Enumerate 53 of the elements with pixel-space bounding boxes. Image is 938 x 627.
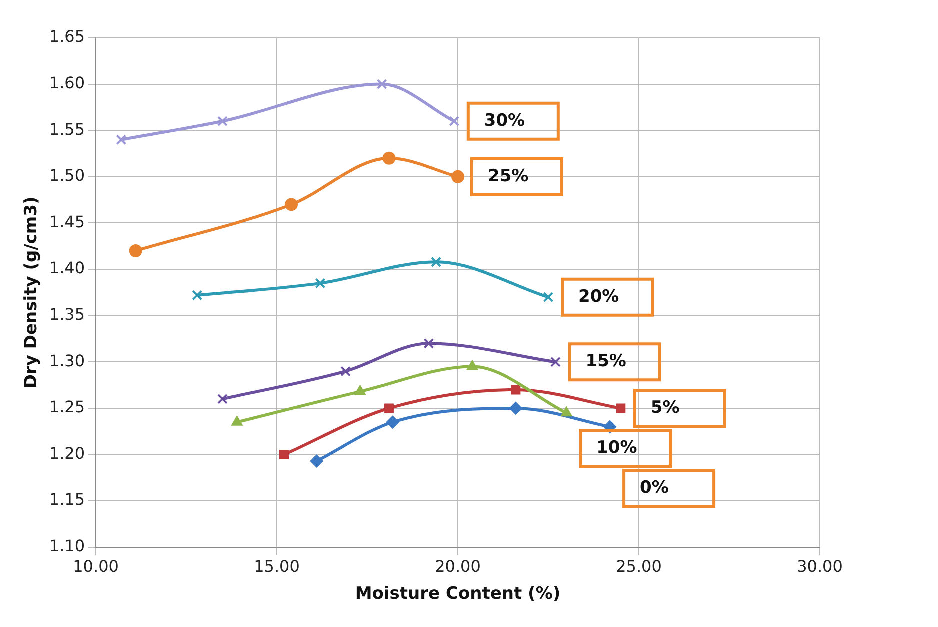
x-tick-label: 25.00 <box>616 557 662 576</box>
x-tick-label: 20.00 <box>435 557 481 576</box>
point <box>452 170 465 184</box>
series-label: 5% <box>650 398 680 418</box>
point <box>466 360 478 370</box>
y-tick-label: 1.40 <box>49 258 86 278</box>
x-axis-title: Moisture Content (%) <box>355 584 561 604</box>
point <box>340 366 352 377</box>
point <box>550 356 561 368</box>
point <box>354 385 366 396</box>
y-tick-label: 1.10 <box>49 536 86 556</box>
y-tick-label: 1.65 <box>49 27 86 46</box>
y-tick-label: 1.30 <box>49 351 86 370</box>
point <box>511 385 521 395</box>
x-tick-label: 30.00 <box>797 557 843 576</box>
point <box>382 152 396 165</box>
y-tick-label: 1.25 <box>49 398 86 417</box>
point <box>217 116 228 127</box>
point <box>192 290 203 301</box>
y-tick-label: 1.15 <box>49 490 86 510</box>
point <box>386 416 400 429</box>
y-tick-label: 1.20 <box>49 444 86 463</box>
y-tick-label: 1.35 <box>49 305 86 324</box>
series-label: 25% <box>488 166 529 186</box>
point <box>376 79 388 90</box>
y-tick-label: 1.60 <box>49 73 86 92</box>
text: 0% <box>640 478 669 498</box>
point <box>616 404 626 414</box>
point <box>384 404 394 414</box>
point <box>310 454 324 468</box>
y-axis-title: Dry Density (g/cm3) <box>22 196 42 389</box>
y-tick-label: 1.55 <box>49 120 86 139</box>
point <box>232 416 243 426</box>
point <box>543 292 554 303</box>
point <box>116 134 127 146</box>
point <box>285 198 298 212</box>
point <box>431 256 442 268</box>
series-label: 10% <box>596 438 638 458</box>
series-label: 20% <box>578 286 620 307</box>
y-tick-label: 1.50 <box>49 166 86 186</box>
point <box>217 394 228 404</box>
point <box>509 402 522 415</box>
point <box>449 116 460 127</box>
point <box>424 338 434 349</box>
series-label: 15% <box>586 352 626 372</box>
y-tick-label: 1.45 <box>49 212 86 232</box>
point <box>315 278 326 289</box>
x-tick-label: 15.00 <box>254 557 300 576</box>
point <box>129 244 142 258</box>
x-tick-label: 10.00 <box>73 557 119 576</box>
point <box>280 450 289 460</box>
point <box>560 406 572 417</box>
series-label: 30% <box>484 110 526 131</box>
